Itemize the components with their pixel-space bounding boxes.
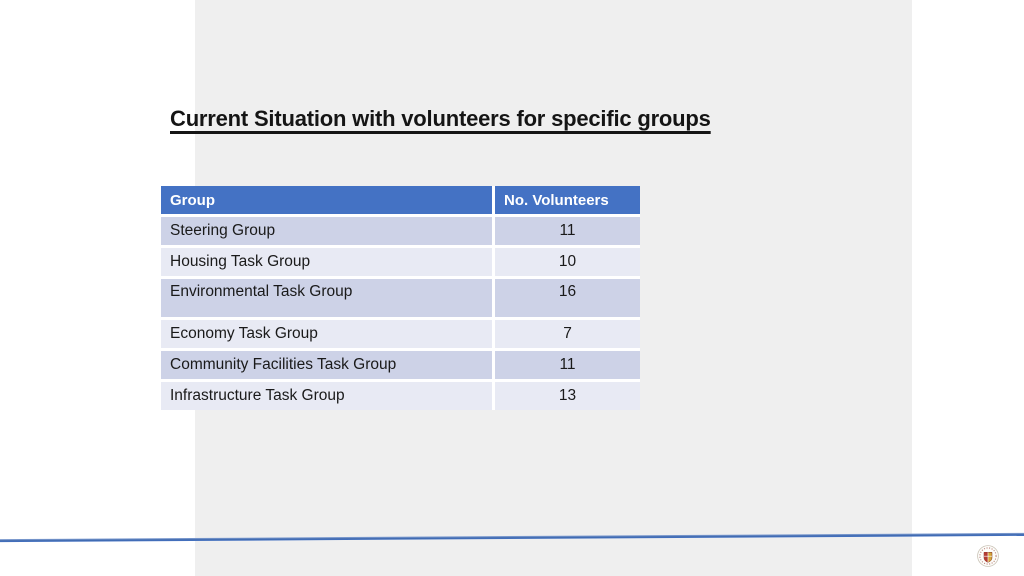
group-name-cell: Infrastructure Task Group: [161, 382, 492, 410]
volunteers-table: Group No. Volunteers Steering Group 11 H…: [161, 186, 640, 410]
volunteer-count-cell: 10: [495, 248, 640, 276]
table-row: Infrastructure Task Group 13: [161, 382, 640, 410]
group-name-cell: Community Facilities Task Group: [161, 351, 492, 379]
table-row: Economy Task Group 7: [161, 320, 640, 348]
slide-title: Current Situation with volunteers for sp…: [170, 106, 711, 131]
table-row: Community Facilities Task Group 11: [161, 351, 640, 379]
group-name-cell: Steering Group: [161, 217, 492, 245]
table-row: Steering Group 11: [161, 217, 640, 245]
volunteer-count-cell: 11: [495, 351, 640, 379]
table-row: Housing Task Group 10: [161, 248, 640, 276]
group-name-cell: Housing Task Group: [161, 248, 492, 276]
table-header-row: Group No. Volunteers: [161, 186, 640, 214]
group-name-cell: Economy Task Group: [161, 320, 492, 348]
table-header-group: Group: [161, 186, 492, 214]
volunteer-count-cell: 16: [495, 279, 640, 317]
volunteer-count-cell: 13: [495, 382, 640, 410]
table-header-volunteers: No. Volunteers: [495, 186, 640, 214]
volunteer-count-cell: 11: [495, 217, 640, 245]
table-row: Environmental Task Group 16: [161, 279, 640, 317]
council-crest-logo: [977, 545, 999, 567]
group-name-cell: Environmental Task Group: [161, 279, 492, 317]
volunteer-count-cell: 7: [495, 320, 640, 348]
